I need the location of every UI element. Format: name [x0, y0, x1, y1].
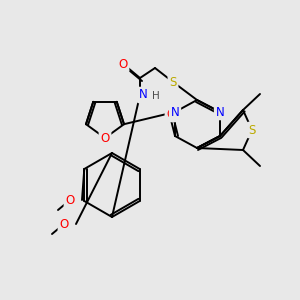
Text: S: S — [169, 76, 177, 88]
Text: O: O — [59, 218, 69, 230]
Text: S: S — [248, 124, 256, 136]
Text: H: H — [152, 91, 160, 101]
Text: O: O — [100, 131, 109, 145]
Text: N: N — [216, 106, 224, 118]
Text: N: N — [171, 106, 179, 118]
Text: O: O — [167, 107, 176, 121]
Text: N: N — [139, 88, 147, 101]
Text: O: O — [118, 58, 127, 70]
Text: O: O — [65, 194, 75, 206]
